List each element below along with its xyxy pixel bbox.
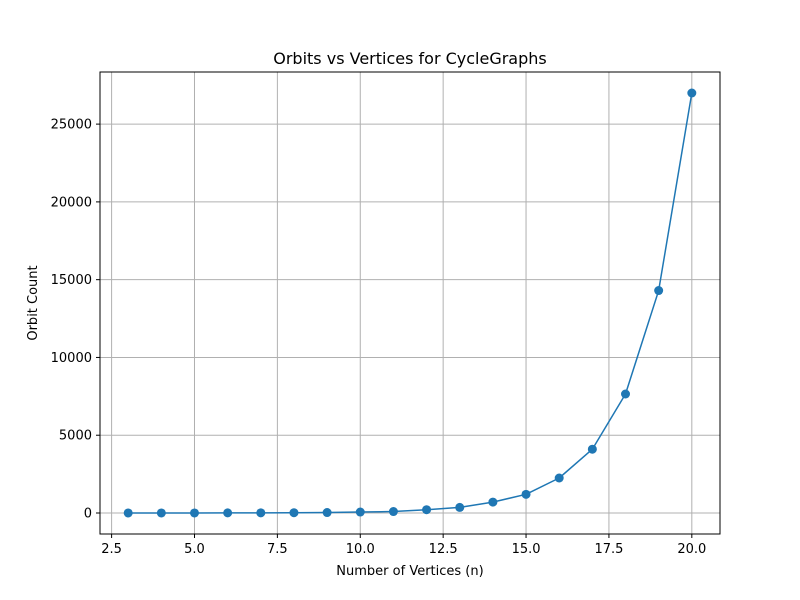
plot-area-frame <box>99 71 721 535</box>
data-point <box>256 508 266 518</box>
x-tick-label: 20.0 <box>677 542 706 557</box>
x-tick-label: 5.0 <box>184 542 205 557</box>
data-point <box>687 88 697 98</box>
x-tick-label: 12.5 <box>429 542 458 557</box>
y-axis-title: Orbit Count <box>26 265 41 340</box>
series-layer <box>123 88 697 518</box>
data-point <box>189 508 199 518</box>
data-point <box>289 508 299 518</box>
y-tick-label: 20000 <box>51 195 92 210</box>
x-tick-label: 17.5 <box>594 542 623 557</box>
data-point <box>488 497 498 507</box>
tick-layer: 2.5 5.0 7.5 10.0 12.5 15.0 17.5 20.0 0 5000 10000 1… <box>51 118 707 557</box>
y-tick-label: 0 <box>84 507 92 522</box>
y-tick-label: 10000 <box>51 351 92 366</box>
data-point <box>587 444 597 454</box>
y-tick-label: 15000 <box>51 273 92 288</box>
x-tick-label: 10.0 <box>346 542 375 557</box>
data-point <box>322 508 332 518</box>
grid-layer <box>100 72 720 534</box>
x-tick-label: 15.0 <box>512 542 541 557</box>
data-point <box>621 389 631 399</box>
data-point <box>223 508 233 518</box>
data-point <box>455 502 465 512</box>
data-point <box>123 508 133 518</box>
y-tick-label: 5000 <box>59 429 92 444</box>
data-point <box>156 508 166 518</box>
data-point <box>654 286 664 296</box>
series-line <box>128 92 693 514</box>
data-point <box>355 507 365 517</box>
x-axis-title: Number of Vertices (n) <box>336 564 483 579</box>
y-tick-label: 25000 <box>51 118 92 133</box>
data-point <box>554 473 564 483</box>
x-tick-label: 2.5 <box>101 542 122 557</box>
data-point <box>422 505 432 515</box>
data-point <box>521 489 531 499</box>
data-point <box>388 507 398 517</box>
x-tick-label: 7.5 <box>267 542 288 557</box>
chart-title: Orbits vs Vertices for CycleGraphs <box>273 49 547 68</box>
